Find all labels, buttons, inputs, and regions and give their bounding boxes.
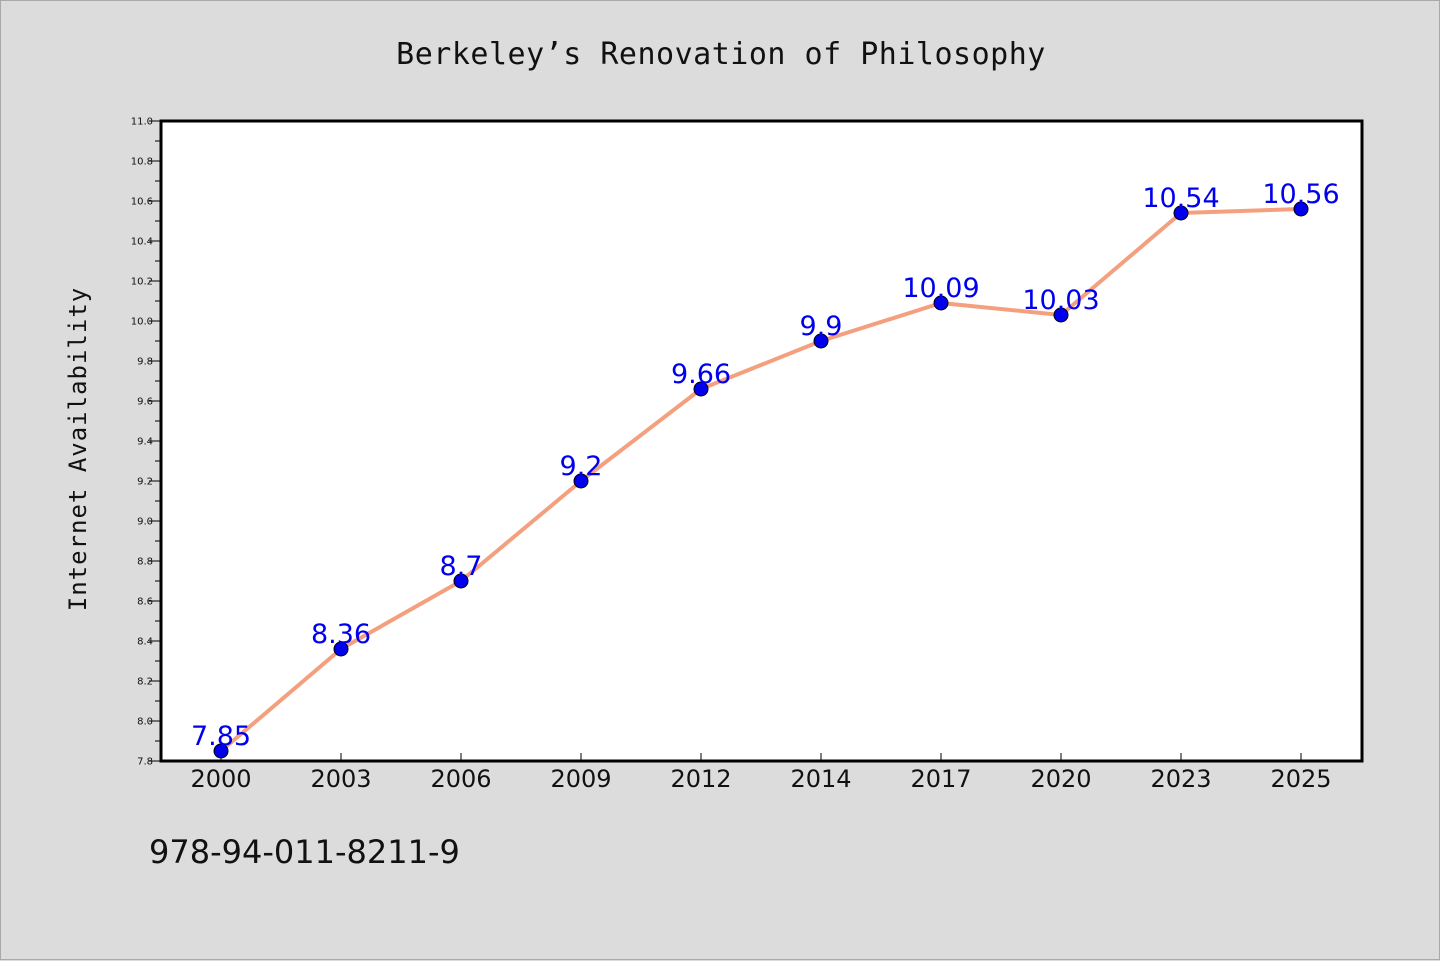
x-tick-label: 2023 [1150,765,1211,793]
data-label: 7.85 [191,721,251,752]
y-tick-label: 8.6 [137,597,153,608]
footer-code: 978-94-011-8211-9 [149,833,460,871]
data-point [573,473,589,489]
series-line [219,207,1303,753]
y-tick-label: 10.2 [131,277,153,288]
y-tick-label: 8.0 [137,717,153,728]
data-label: 8.7 [440,551,483,582]
data-label: 10.03 [1022,285,1099,316]
y-tick-label: 8.8 [137,557,153,568]
x-tick-label: 2025 [1270,765,1331,793]
y-tick-label: 11.0 [131,117,153,128]
y-tick-label: 9.4 [137,437,153,448]
y-tick-label: 7.8 [137,757,153,768]
data-label: 9.66 [671,359,731,390]
data-point [693,381,709,397]
chart-title: Berkeley’s Renovation of Philosophy [396,37,1046,72]
x-axis: 2000 2003 2006 2009 2012 2014 2017 2020 2023 2025 [190,753,1332,793]
data-point [333,641,349,657]
data-label: 10.56 [1262,179,1339,210]
series-layer: 7.85 8.36 8.7 9.2 9.66 9.9 10.09 10.03 10.54 10.5… [191,179,1340,759]
data-point [813,333,829,349]
y-tick-label: 8.2 [137,677,153,688]
x-tick-label: 2000 [190,765,251,793]
data-point [1173,205,1189,221]
x-tick-label: 2009 [550,765,611,793]
x-tick-label: 2012 [670,765,731,793]
data-label: 8.36 [311,619,371,650]
y-tick-label: 9.2 [137,477,153,488]
data-point [1053,307,1069,323]
y-tick-label: 10.0 [131,317,153,328]
data-label: 9.2 [560,451,603,482]
data-point [1293,201,1309,217]
y-tick-label: 9.0 [137,517,153,528]
x-tick-label: 2020 [1030,765,1091,793]
x-tick-label: 2006 [430,765,491,793]
data-label: 10.09 [902,273,979,304]
y-tick-label: 10.8 [131,157,153,168]
data-point [453,573,469,589]
data-point [213,743,229,759]
x-tick-label: 2017 [910,765,971,793]
y-tick-label: 8.4 [137,637,153,648]
y-axis-label: Internet Availability [64,287,92,611]
y-tick-label: 9.6 [137,397,153,408]
data-label: 10.54 [1142,183,1219,214]
y-tick-label: 10.4 [131,237,153,248]
x-tick-label: 2014 [790,765,851,793]
x-tick-label: 2003 [310,765,371,793]
data-point [933,295,949,311]
y-tick-label: 9.8 [137,357,153,368]
y-axis: 7.8 8.0 8.2 8.4 8.6 8.8 9.0 9.2 9.4 9.6 9.8 10.0 10.… [131,117,161,768]
y-tick-label: 10.6 [131,197,153,208]
data-label: 9.9 [800,311,843,342]
